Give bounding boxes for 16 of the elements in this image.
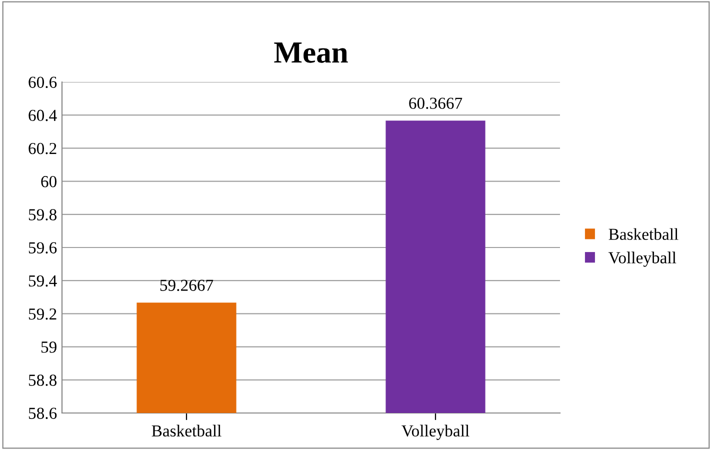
y-tick-label: 60 [41, 176, 57, 188]
y-tick-label: 60.2 [28, 142, 56, 154]
data-label: 59.2667 [160, 280, 214, 292]
data-label: 60.3667 [409, 98, 462, 109]
y-tick-label: 60.4 [28, 110, 57, 122]
y-tick-label: 59.4 [28, 275, 57, 287]
y-tick-label: 59 [41, 342, 56, 353]
chart-title: Mean [274, 42, 348, 63]
y-tick-label: 58.6 [28, 408, 57, 420]
y-tick-label: 58.8 [28, 374, 57, 386]
y-tick-label: 59.6 [28, 242, 57, 254]
legend-label: Basketball [608, 228, 678, 240]
y-tick-label: 59.8 [28, 209, 57, 220]
y-tick-label: 59.2 [28, 308, 56, 320]
y-tick-label: 60.6 [28, 76, 57, 88]
legend-label: Volleyball [608, 252, 676, 267]
